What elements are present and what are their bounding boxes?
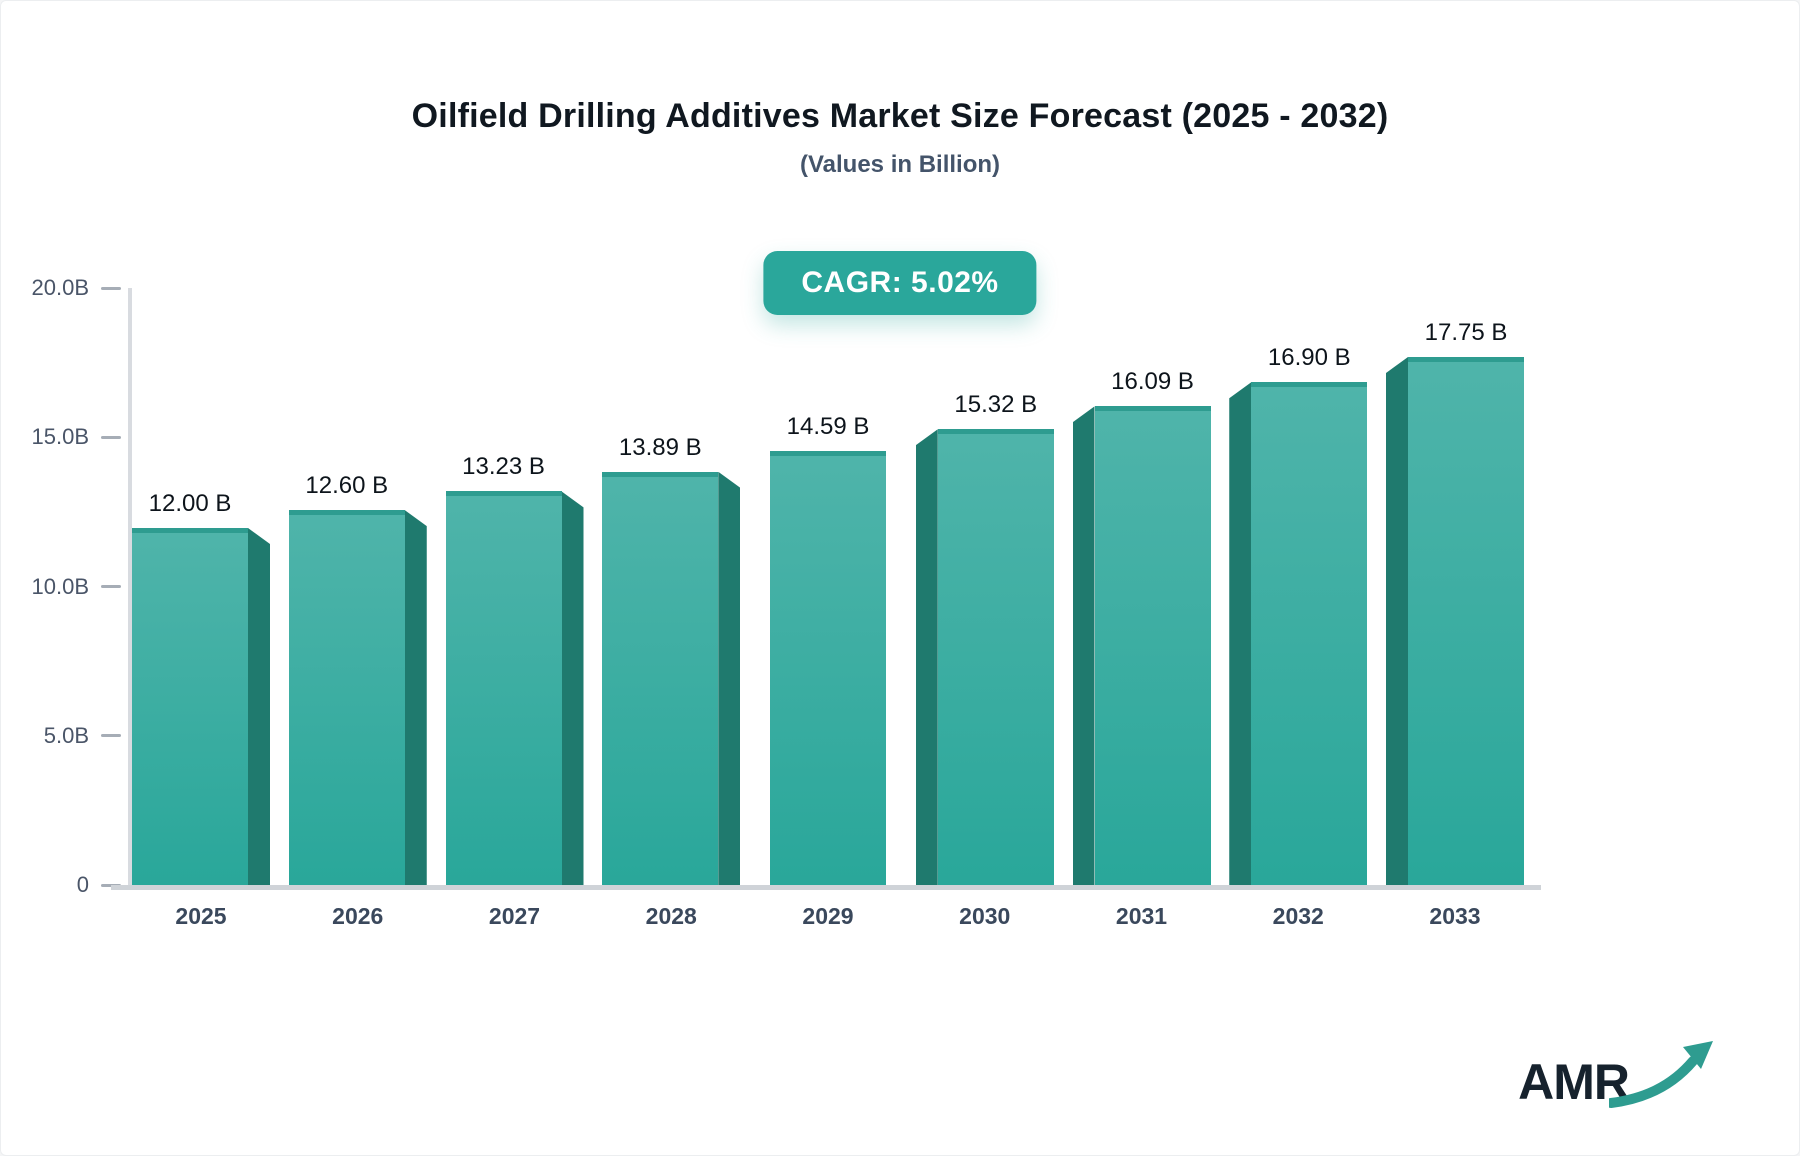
- x-axis-labels: 2025 2026 2027 2028 2029 2030 2031 2032 2033: [132, 903, 1524, 930]
- y-axis: 20.0B 15.0B 10.0B 5.0B 0: [1, 275, 121, 897]
- bar-value-label: 12.60 B: [305, 472, 389, 500]
- bar-face: [1408, 356, 1524, 885]
- bar-value-label: 12.00 B: [148, 490, 232, 517]
- y-tick-row: 15.0B: [31, 424, 121, 450]
- y-tick-label: 15.0B: [31, 424, 90, 450]
- y-axis-line: [128, 288, 132, 890]
- bar-value-label: 14.59 B: [786, 412, 870, 440]
- y-tick-row: 5.0B: [44, 723, 121, 749]
- y-tick-mark: [101, 585, 121, 588]
- bar-side-panel: [404, 510, 427, 885]
- bar-value-label: 13.89 B: [618, 433, 702, 461]
- plot-area: 12.00 B 12.60 B 13.23 B 13.89 B 14.59 B 15.32…: [132, 290, 1524, 885]
- y-tick-mark: [101, 286, 121, 290]
- bar-2028[interactable]: 13.89 B: [602, 434, 741, 885]
- bar-side-panel: [248, 528, 270, 885]
- bar-value-label: 17.75 B: [1424, 318, 1508, 346]
- x-axis-label-2025: 2025: [175, 903, 227, 929]
- cagr-badge: CAGR: 5.02%: [763, 251, 1037, 315]
- bar-value-label: 13.23 B: [462, 453, 545, 481]
- bar-value-label: 16.90 B: [1267, 344, 1351, 372]
- bar-face: [602, 471, 719, 885]
- x-axis-label-2032: 2032: [1272, 903, 1324, 929]
- bar-face: [288, 510, 405, 885]
- x-axis-label-2029: 2029: [802, 903, 854, 929]
- chart-subtitle: (Values in Billion): [799, 151, 1001, 178]
- y-tick-mark: [101, 734, 121, 738]
- growth-arrow-icon: [1609, 1041, 1713, 1108]
- bar-face: [1094, 406, 1211, 885]
- y-tick-label: 10.0B: [31, 573, 90, 599]
- x-axis-label-2027: 2027: [488, 903, 541, 929]
- bar-face: [445, 491, 562, 885]
- bar-2031[interactable]: 16.09 B: [1072, 368, 1211, 885]
- bar-side-panel: [1072, 406, 1095, 885]
- bar-2027[interactable]: 13.23 B: [445, 453, 584, 885]
- bar-2026[interactable]: 12.60 B: [288, 472, 427, 885]
- bar-side-panel: [915, 429, 938, 885]
- bar-side-panel: [1229, 382, 1252, 885]
- bar-2032[interactable]: 16.90 B: [1229, 344, 1368, 885]
- x-axis-label-2031: 2031: [1115, 903, 1168, 929]
- bar-side-panel: [718, 471, 741, 885]
- amr-logo[interactable]: AMR: [1518, 1041, 1721, 1111]
- bar-2033[interactable]: 17.75 B: [1386, 319, 1524, 885]
- x-axis-label-2033: 2033: [1429, 903, 1481, 929]
- y-tick-label: 20.0B: [31, 275, 90, 300]
- x-axis-label-2026: 2026: [332, 903, 384, 929]
- x-axis-label-2030: 2030: [959, 903, 1011, 929]
- bar-face: [937, 429, 1054, 885]
- y-tick-row: 20.0B: [31, 275, 121, 301]
- bar-face: [132, 528, 248, 885]
- bar-value-label: 15.32 B: [954, 391, 1038, 419]
- bar-value-label: 16.09 B: [1111, 368, 1194, 396]
- bar-2029[interactable]: 14.59 B: [759, 413, 897, 885]
- y-tick-row: 10.0B: [31, 573, 121, 600]
- bar-2025[interactable]: 12.00 B: [132, 490, 270, 885]
- bar-2030[interactable]: 15.32 B: [915, 391, 1054, 885]
- bar-face: [1251, 382, 1368, 885]
- bar-side-panel: [561, 491, 584, 885]
- y-tick-label: 5.0B: [43, 722, 89, 748]
- y-tick-label: 0: [76, 872, 89, 897]
- bar-face: [770, 450, 886, 885]
- y-tick-mark: [101, 435, 121, 439]
- x-axis-label-2028: 2028: [645, 903, 697, 929]
- chart-title: Oilfield Drilling Additives Market Size …: [411, 97, 1389, 135]
- x-axis-line: [111, 885, 1541, 890]
- bar-side-panel: [1386, 356, 1408, 885]
